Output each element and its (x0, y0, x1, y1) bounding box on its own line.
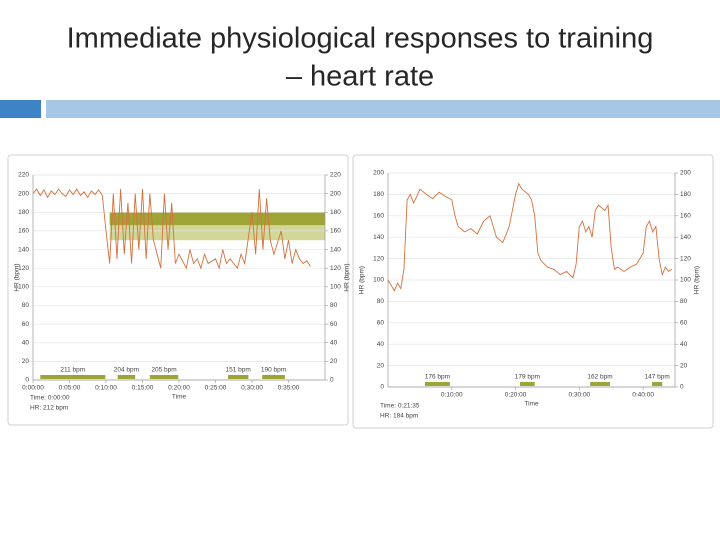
interval-label: 205 bpm (151, 367, 176, 374)
x-tick-label: 0:25:00 (205, 385, 227, 392)
y2-tick-label: 200 (680, 170, 691, 177)
slide-title: Immediate physiological responses to tra… (67, 23, 654, 55)
y-tick-label: 20 (22, 358, 30, 365)
y2-tick-label: 40 (680, 341, 688, 348)
interval-bar (424, 382, 450, 386)
y-tick-label: 120 (373, 255, 384, 262)
x-tick-label: 0:15:00 (132, 385, 154, 392)
interval-label: 204 bpm (114, 367, 139, 374)
y2-tick-label: 0 (330, 377, 334, 384)
y-tick-label: 100 (18, 284, 29, 291)
y2-tick-label: 120 (330, 265, 341, 272)
y2-axis-label: HR (bpm) (694, 266, 701, 294)
interval-label: 179 bpm (515, 374, 540, 381)
y2-tick-label: 180 (330, 209, 341, 216)
y-tick-label: 160 (18, 228, 29, 235)
y2-tick-label: 160 (680, 213, 691, 220)
interval-bar (262, 375, 285, 379)
y-tick-label: 60 (377, 320, 385, 327)
y2-tick-label: 220 (330, 172, 341, 179)
x-tick-label: 0:10:00 (95, 385, 117, 392)
y2-axis-label: HR (bpm) (344, 263, 351, 291)
interval-bar (227, 375, 249, 379)
y2-tick-label: 60 (330, 321, 338, 328)
y2-tick-label: 20 (680, 362, 688, 369)
y2-tick-label: 160 (330, 228, 341, 235)
accent-bar (46, 100, 720, 118)
y2-tick-label: 140 (680, 234, 691, 241)
interval-bar (652, 382, 663, 386)
x-tick-label: 0:20:00 (505, 392, 527, 399)
hr-line (387, 182, 673, 292)
y-tick-label: 140 (373, 234, 384, 241)
y-tick-label: 220 (18, 172, 29, 179)
y-tick-label: 180 (373, 191, 384, 198)
zone-band (109, 225, 326, 241)
interval-bar (590, 382, 610, 386)
y-tick-label: 120 (18, 265, 29, 272)
y-tick-label: 60 (22, 321, 30, 328)
y-tick-label: 180 (18, 209, 29, 216)
x-axis-label: Time (172, 394, 187, 401)
x-tick-label: 0:20:00 (168, 385, 190, 392)
zone-band (109, 212, 326, 226)
interval-label: 151 bpm (225, 367, 250, 374)
x-tick-label: 0:00:00 (22, 385, 44, 392)
accent-bar (0, 100, 41, 118)
x-axis-label: Time (524, 401, 539, 408)
y2-tick-label: 0 (680, 384, 684, 391)
chart-frame (352, 154, 714, 429)
annotation: Time: 0:00:00 (30, 395, 70, 402)
y-axis-label: HR (bpm) (14, 263, 21, 291)
y-tick-label: 80 (377, 298, 385, 305)
y-tick-label: 100 (373, 277, 384, 284)
y2-tick-label: 140 (330, 246, 341, 253)
x-tick-label: 0:30:00 (568, 392, 590, 399)
interval-bar (520, 382, 535, 386)
interval-bar (117, 375, 136, 379)
x-tick-label: 0:40:00 (632, 392, 654, 399)
y-tick-label: 160 (373, 213, 384, 220)
interval-label: 190 bpm (261, 367, 286, 374)
interval-label: 176 bpm (425, 374, 450, 381)
x-tick-label: 0:05:00 (59, 385, 81, 392)
x-tick-label: 0:10:00 (441, 392, 463, 399)
y-tick-label: 40 (377, 341, 385, 348)
x-tick-label: 0:35:00 (278, 385, 300, 392)
y-tick-label: 140 (18, 246, 29, 253)
y-tick-label: 80 (22, 302, 30, 309)
annotation: HR: 184 bpm (380, 413, 418, 420)
y-tick-label: 200 (373, 170, 384, 177)
y2-tick-label: 60 (680, 320, 688, 327)
y-tick-label: 200 (18, 190, 29, 197)
interval-label: 211 bpm (60, 367, 85, 374)
interval-bar (40, 375, 106, 379)
y-tick-label: 20 (377, 362, 385, 369)
y2-tick-label: 100 (330, 284, 341, 291)
x-tick-label: 0:30:00 (241, 385, 263, 392)
y-tick-label: 40 (22, 339, 30, 346)
y-axis-label: HR (bpm) (359, 266, 366, 294)
interval-label: 162 bpm (587, 374, 612, 381)
y2-tick-label: 180 (680, 191, 691, 198)
y2-tick-label: 100 (680, 277, 691, 284)
y2-tick-label: 40 (330, 339, 338, 346)
annotation: Time: 0:21:35 (380, 403, 420, 410)
y2-tick-label: 200 (330, 190, 341, 197)
y2-tick-label: 120 (680, 255, 691, 262)
slide-title: – heart rate (286, 61, 434, 93)
annotation: HR: 212 bpm (30, 405, 68, 412)
hr-line (32, 188, 311, 270)
y2-tick-label: 80 (330, 302, 338, 309)
y2-tick-label: 80 (680, 298, 688, 305)
interval-bar (149, 375, 179, 379)
interval-label: 147 bpm (644, 374, 669, 381)
y2-tick-label: 20 (330, 358, 338, 365)
y-tick-label: 0 (25, 377, 29, 384)
y-tick-label: 0 (380, 384, 384, 391)
